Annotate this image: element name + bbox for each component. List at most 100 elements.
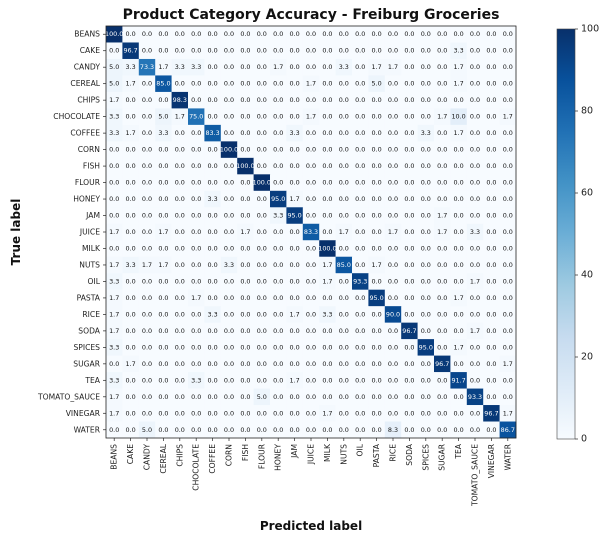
x-tick-label: SPICES	[421, 444, 430, 471]
cell-value-label: 0.0	[339, 47, 349, 55]
cell-value-label: 0.0	[404, 129, 414, 137]
matrix-cell	[253, 355, 271, 373]
cell-value-label: 0.0	[290, 228, 300, 236]
cell-value-label: 3.3	[175, 63, 185, 71]
cell-value-label: 0.0	[486, 212, 496, 220]
cell-value-label: 0.0	[306, 96, 316, 104]
cell-value-label: 3.3	[109, 376, 119, 384]
cell-value-label: 0.0	[175, 343, 185, 351]
matrix-cell	[466, 421, 484, 439]
cell-value-label: 0.0	[454, 360, 464, 368]
cell-value-label: 0.0	[158, 162, 168, 170]
cell-value-label: 90.0	[386, 310, 400, 318]
cell-value-label: 0.0	[224, 212, 234, 220]
matrix-cell	[352, 26, 369, 43]
matrix-cell	[253, 42, 271, 60]
cell-value-label: 0.0	[388, 129, 398, 137]
cell-value-label: 0.0	[372, 195, 382, 203]
cell-value-label: 0.0	[273, 294, 283, 302]
matrix-cell	[401, 421, 418, 439]
matrix-cell	[270, 355, 287, 373]
cell-value-label: 0.0	[240, 96, 250, 104]
matrix-cell	[384, 58, 402, 76]
cell-value-label: 0.0	[404, 96, 414, 104]
matrix-cell	[302, 207, 320, 225]
matrix-cell	[270, 223, 287, 241]
cell-value-label: 0.0	[208, 212, 218, 220]
cell-value-label: 0.0	[503, 30, 513, 38]
cell-value-label: 0.0	[126, 96, 136, 104]
cell-value-label: 0.0	[503, 212, 513, 220]
matrix-cell	[401, 108, 418, 126]
matrix-cell	[434, 91, 451, 109]
cell-value-label: 0.0	[388, 244, 398, 252]
cell-value-label: 0.0	[142, 195, 152, 203]
matrix-cell	[188, 157, 205, 175]
cell-value-label: 0.0	[355, 376, 365, 384]
cell-value-label: 0.0	[388, 277, 398, 285]
cell-value-label: 0.0	[404, 426, 414, 434]
cell-value-label: 0.0	[322, 195, 332, 203]
cell-value-label: 0.0	[486, 426, 496, 434]
cell-value-label: 0.0	[224, 327, 234, 335]
matrix-cell	[237, 273, 254, 290]
cell-value-label: 0.0	[175, 261, 185, 269]
cell-value-label: 85.0	[156, 80, 170, 88]
matrix-cell	[220, 322, 238, 340]
cell-value-label: 0.0	[404, 179, 414, 187]
cell-value-label: 0.0	[158, 310, 168, 318]
matrix-cell	[352, 141, 369, 159]
cell-value-label: 0.0	[208, 426, 218, 434]
matrix-cell	[237, 223, 254, 241]
matrix-cell	[335, 355, 353, 373]
matrix-cell	[499, 58, 517, 76]
cell-value-label: 0.0	[404, 360, 414, 368]
matrix-cell	[483, 91, 500, 109]
x-tick-labels: BEANS CAKE CANDY CEREAL CHIPS CHOCOLATE COFFEE…	[110, 438, 512, 507]
cell-value-label: 0.0	[142, 96, 152, 104]
cell-value-label: 0.0	[470, 409, 480, 417]
cell-value-label: 0.0	[437, 146, 447, 154]
matrix-cell	[466, 306, 484, 323]
cell-value-label: 0.0	[454, 212, 464, 220]
cell-value-label: 0.0	[158, 96, 168, 104]
cell-value-label: 0.0	[355, 63, 365, 71]
matrix-cell	[368, 372, 386, 389]
cell-value-label: 3.3	[470, 228, 480, 236]
cell-value-label: 1.7	[126, 80, 136, 88]
cell-value-label: 0.0	[208, 343, 218, 351]
matrix-cell	[335, 273, 353, 290]
matrix-cell	[253, 174, 271, 192]
matrix-cell	[220, 273, 238, 290]
matrix-cell	[171, 124, 189, 142]
cell-value-label: 0.0	[273, 113, 283, 121]
cell-value-label: 100.0	[253, 179, 271, 187]
cell-value-label: 0.0	[290, 426, 300, 434]
matrix-cell	[483, 124, 500, 142]
y-tick-label: TEA	[84, 376, 100, 385]
matrix-cell	[499, 207, 517, 225]
cell-value-label: 0.0	[240, 409, 250, 417]
cell-value-label: 0.0	[339, 277, 349, 285]
cell-value-label: 0.0	[372, 113, 382, 121]
matrix-cell	[237, 405, 254, 422]
matrix-cell	[335, 124, 353, 142]
matrix-cell	[237, 306, 254, 323]
matrix-cell	[335, 174, 353, 192]
cell-value-label: 0.0	[240, 327, 250, 335]
cell-value-label: 0.0	[306, 360, 316, 368]
cell-value-label: 0.0	[372, 212, 382, 220]
cell-value-label: 0.0	[257, 146, 267, 154]
cell-value-label: 0.0	[339, 409, 349, 417]
cell-value-label: 0.0	[306, 294, 316, 302]
cell-value-label: 0.0	[421, 63, 431, 71]
cell-value-label: 0.0	[437, 96, 447, 104]
matrix-cell	[335, 190, 353, 208]
matrix-cell	[302, 26, 320, 43]
cell-value-label: 3.3	[273, 212, 283, 220]
matrix-cell	[417, 91, 435, 109]
cell-value-label: 0.0	[273, 343, 283, 351]
cell-value-label: 0.0	[191, 426, 201, 434]
matrix-cell	[220, 405, 238, 422]
